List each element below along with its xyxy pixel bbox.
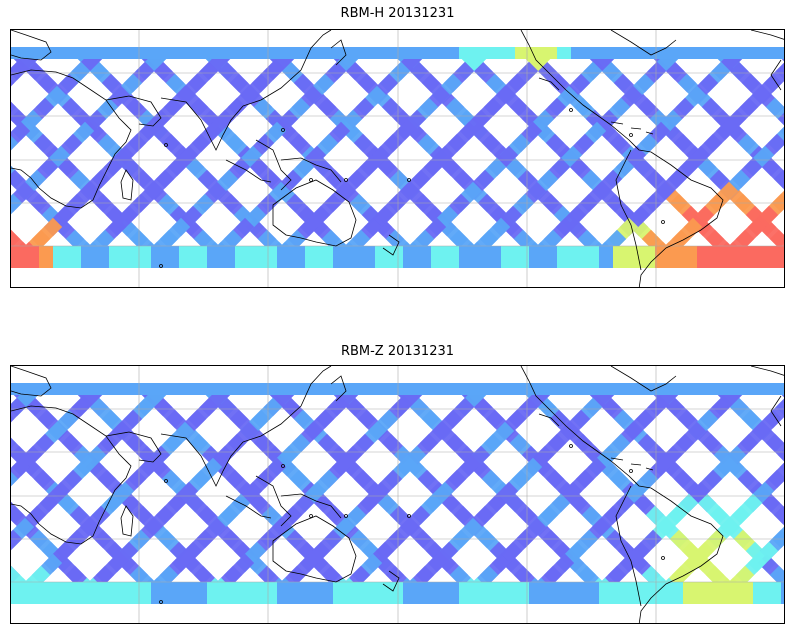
graticule bbox=[11, 30, 784, 287]
map-rbm-h[interactable] bbox=[10, 29, 785, 288]
satellite-tracks bbox=[11, 47, 784, 268]
coastlines bbox=[11, 30, 784, 287]
map-rbm-z[interactable] bbox=[10, 365, 785, 624]
map-canvas bbox=[11, 366, 784, 623]
map-canvas bbox=[11, 30, 784, 287]
coastlines bbox=[11, 366, 784, 623]
panel-title: RBM-Z 20131231 bbox=[340, 344, 455, 359]
panel-title: RBM-H 20131231 bbox=[340, 6, 455, 21]
graticule bbox=[11, 366, 784, 623]
satellite-tracks bbox=[11, 383, 784, 604]
